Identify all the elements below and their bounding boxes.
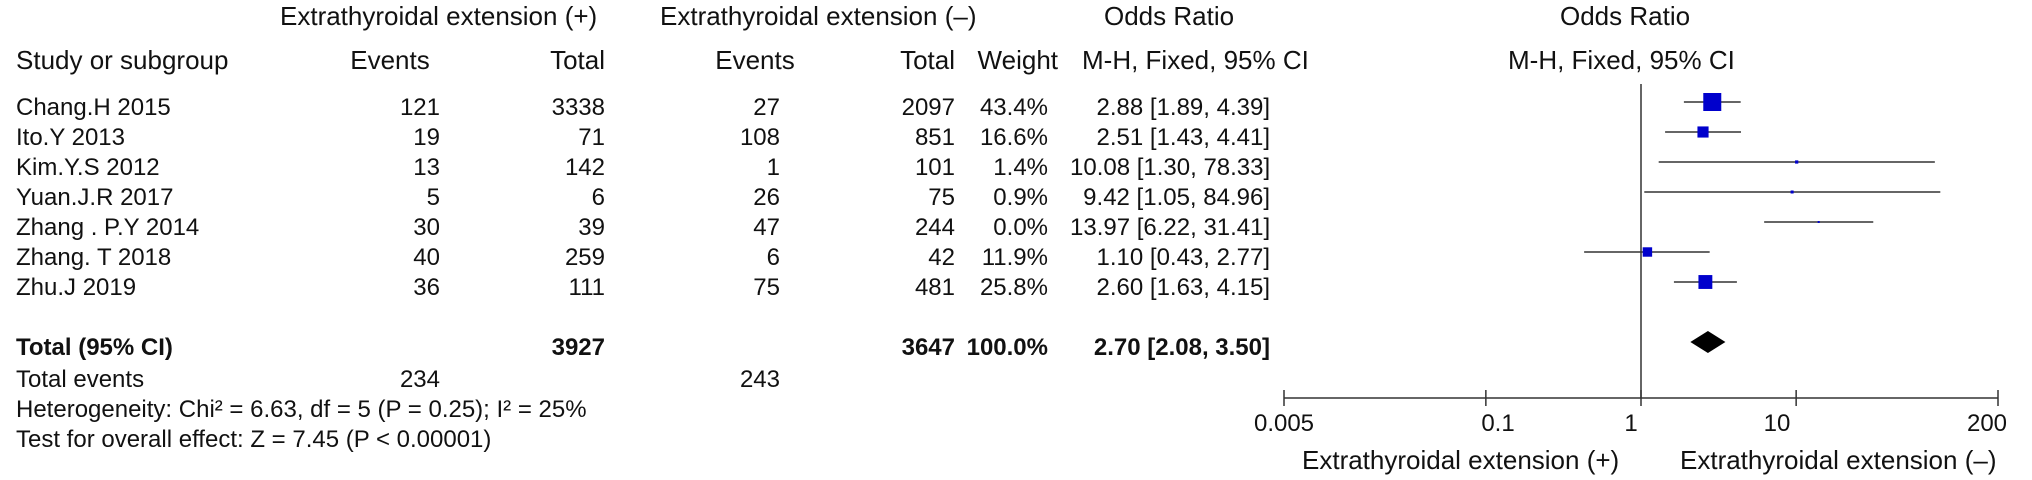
header-events-plus: Events [350, 45, 430, 75]
weight: 0.9% [993, 184, 1048, 211]
point-estimate [1703, 93, 1722, 111]
axis-tick-label: 0.005 [1253, 410, 1315, 437]
axis-label-favours-plus: Extrathyroidal extension (+) [1302, 445, 1620, 475]
header-total-plus: Total [550, 45, 605, 75]
pooled-diamond [1690, 331, 1726, 353]
events-plus: 13 [413, 154, 440, 181]
total-events-plus: 234 [399, 366, 440, 393]
total-plus: 39 [578, 214, 605, 241]
point-estimate [1642, 247, 1653, 257]
header-group-minus: Extrathyroidal extension (–) [660, 1, 977, 31]
events-plus: 121 [399, 94, 440, 121]
total-plus: 3927 [551, 334, 605, 361]
header-total-minus: Total [900, 45, 955, 75]
events-minus: 108 [739, 124, 780, 151]
study-name: Zhang. T 2018 [16, 244, 172, 271]
events-minus: 1 [766, 154, 780, 181]
axis-tick-label: 0.1 [1481, 410, 1515, 437]
odds-ratio-ci: 13.97 [6.22, 31.41] [1070, 214, 1271, 241]
total-events-minus: 243 [739, 366, 780, 393]
axis-tick-label: 200 [1966, 410, 2008, 437]
header-events-minus: Events [715, 45, 795, 75]
point-estimate [1698, 275, 1713, 289]
point-estimate [1697, 126, 1709, 138]
study-name: Kim.Y.S 2012 [16, 154, 160, 181]
odds-ratio-ci: 2.60 [1.63, 4.15] [1096, 274, 1270, 301]
heterogeneity-text: Heterogeneity: Chi² = 6.63, df = 5 (P = … [16, 396, 587, 423]
events-minus: 27 [753, 94, 780, 121]
weight: 16.6% [979, 124, 1048, 151]
study-name: Ito.Y 2013 [16, 124, 125, 151]
weight: 0.0% [993, 214, 1048, 241]
total-label: Total (95% CI) [16, 334, 173, 361]
point-estimate [1790, 190, 1794, 194]
header-method: M-H, Fixed, 95% CI [1082, 45, 1309, 75]
odds-ratio-ci: 10.08 [1.30, 78.33] [1070, 154, 1271, 181]
events-plus: 40 [413, 244, 440, 271]
total-minus: 2097 [901, 94, 955, 121]
events-minus: 6 [766, 244, 780, 271]
total-weight: 100.0% [966, 334, 1048, 361]
weight: 11.9% [981, 244, 1048, 271]
header-odds-ratio: Odds Ratio [1104, 1, 1235, 31]
axis-tick-label: 10 [1763, 410, 1791, 437]
total-minus: 481 [914, 274, 955, 301]
total-minus: 75 [928, 184, 955, 211]
events-minus: 26 [753, 184, 780, 211]
header-method-plot: M-H, Fixed, 95% CI [1508, 45, 1735, 75]
total-plus: 111 [568, 274, 605, 301]
total-plus: 3338 [551, 94, 605, 121]
events-minus: 47 [753, 214, 780, 241]
header-study: Study or subgroup [16, 45, 229, 75]
overall-effect-text: Test for overall effect: Z = 7.45 (P < 0… [16, 426, 492, 453]
weight: 1.4% [993, 154, 1048, 181]
total-minus: 3647 [901, 334, 955, 361]
weight: 25.8% [979, 274, 1048, 301]
events-plus: 36 [413, 274, 440, 301]
total-plus: 142 [564, 154, 605, 181]
odds-ratio-ci: 9.42 [1.05, 84.96] [1083, 184, 1270, 211]
events-plus: 19 [413, 124, 440, 151]
header-weight: Weight [977, 45, 1058, 75]
point-estimate [1795, 160, 1799, 164]
axis-tick-label: 1 [1624, 410, 1638, 437]
total-plus: 259 [564, 244, 605, 271]
total-plus: 6 [591, 184, 605, 211]
study-name: Zhu.J 2019 [16, 274, 137, 301]
total-minus: 42 [928, 244, 955, 271]
odds-ratio-ci: 2.51 [1.43, 4.41] [1096, 124, 1270, 151]
total-minus: 851 [914, 124, 955, 151]
study-name: Zhang . P.Y 2014 [16, 214, 200, 241]
header-odds-ratio-plot: Odds Ratio [1560, 1, 1691, 31]
axis-label-favours-minus: Extrathyroidal extension (–) [1680, 445, 1997, 475]
total-minus: 101 [914, 154, 955, 181]
header-group-plus: Extrathyroidal extension (+) [280, 1, 598, 31]
odds-ratio-ci: 1.10 [0.43, 2.77] [1096, 244, 1270, 271]
total-minus: 244 [914, 214, 955, 241]
total-events-label: Total events [16, 366, 145, 393]
point-estimate [1817, 221, 1820, 223]
odds-ratio-ci: 2.88 [1.89, 4.39] [1096, 94, 1270, 121]
study-name: Yuan.J.R 2017 [16, 184, 174, 211]
events-plus: 30 [413, 214, 440, 241]
events-minus: 75 [753, 274, 780, 301]
study-name: Chang.H 2015 [16, 94, 171, 121]
weight: 43.4% [979, 94, 1048, 121]
total-plus: 71 [578, 124, 605, 151]
events-plus: 5 [426, 184, 440, 211]
total-odds-ratio-ci: 2.70 [2.08, 3.50] [1093, 334, 1270, 361]
